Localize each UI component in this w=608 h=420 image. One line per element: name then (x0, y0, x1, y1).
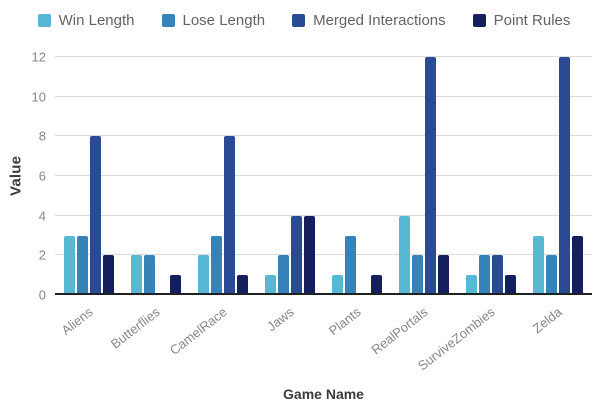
bar-realportals-merged-interactions[interactable] (425, 57, 437, 295)
legend-swatch-icon (37, 14, 51, 27)
bar-jaws-lose-length[interactable] (277, 255, 289, 295)
bar-zelda-win-length[interactable] (533, 235, 545, 295)
y-tick-label: 4 (38, 208, 46, 224)
bar-group-butterflies (122, 57, 189, 295)
bar-survivezombies-win-length[interactable] (466, 275, 478, 295)
y-tick-label: 2 (38, 247, 46, 263)
bar-camelrace-point-rules[interactable] (236, 275, 248, 295)
legend-swatch-icon (161, 14, 175, 27)
bar-group-survivezombies (458, 57, 525, 295)
bar-camelrace-win-length[interactable] (197, 255, 209, 295)
bar-aliens-lose-length[interactable] (76, 235, 88, 295)
bar-group-jaws (256, 57, 323, 295)
chart-legend: Win Length Lose Length Merged Interactions… (0, 12, 608, 29)
legend-item[interactable]: Point Rules (472, 12, 571, 29)
bar-butterflies-point-rules[interactable] (169, 275, 181, 295)
bar-survivezombies-lose-length[interactable] (479, 255, 491, 295)
bar-group-zelda (525, 57, 592, 295)
bar-realportals-lose-length[interactable] (412, 255, 424, 295)
bar-jaws-point-rules[interactable] (303, 215, 315, 295)
bar-jaws-merged-interactions[interactable] (290, 215, 302, 295)
bar-zelda-point-rules[interactable] (572, 235, 584, 295)
bar-zelda-merged-interactions[interactable] (559, 57, 571, 295)
gridline (55, 95, 592, 97)
legend-label: Point Rules (493, 12, 571, 29)
bar-camelrace-lose-length[interactable] (210, 235, 222, 295)
y-tick-label: 8 (38, 128, 46, 144)
bar-groups (55, 57, 592, 295)
x-axis-title: Game Name (283, 386, 364, 402)
bar-zelda-lose-length[interactable] (546, 255, 558, 295)
bar-plants-win-length[interactable] (332, 275, 344, 295)
bar-plants-lose-length[interactable] (345, 235, 357, 295)
bar-group-realportals (391, 57, 458, 295)
bar-butterflies-win-length[interactable] (130, 255, 142, 295)
gridline (55, 214, 592, 216)
plot-area (55, 56, 592, 295)
bar-realportals-point-rules[interactable] (438, 255, 450, 295)
gridline (55, 135, 592, 137)
legend-swatch-icon (472, 14, 486, 27)
bar-camelrace-merged-interactions[interactable] (223, 136, 235, 295)
y-tick-label: 0 (38, 287, 46, 303)
bar-aliens-point-rules[interactable] (102, 255, 114, 295)
bar-butterflies-lose-length[interactable] (143, 255, 155, 295)
y-tick-label: 12 (31, 49, 46, 65)
bar-group-aliens (55, 57, 122, 295)
bar-realportals-win-length[interactable] (399, 215, 411, 295)
gridline (55, 56, 592, 57)
x-axis-tick-labels: Aliens Butterflies CamelRace Jaws Plants Real… (55, 303, 592, 375)
x-tick-label-aliens: Aliens (58, 304, 96, 338)
gridline (55, 175, 592, 176)
bar-aliens-merged-interactions[interactable] (89, 136, 101, 295)
gridline (55, 254, 592, 256)
legend-swatch-icon (292, 14, 306, 27)
legend-label: Win Length (58, 12, 135, 29)
y-tick-label: 6 (38, 168, 46, 184)
bar-survivezombies-merged-interactions[interactable] (492, 255, 504, 295)
legend-item[interactable]: Win Length (37, 12, 135, 29)
bar-plants-point-rules[interactable] (371, 275, 383, 295)
y-axis-tick-labels: 0 2 4 6 8 10 12 (10, 51, 46, 302)
legend-item[interactable]: Lose Length (161, 12, 266, 29)
y-tick-label: 10 (31, 89, 46, 105)
bar-jaws-win-length[interactable] (264, 275, 276, 295)
x-axis-baseline (55, 293, 592, 295)
bar-aliens-win-length[interactable] (63, 235, 75, 295)
bar-group-camelrace (189, 57, 256, 295)
bar-group-plants (324, 57, 391, 295)
legend-label: Merged Interactions (313, 12, 446, 29)
legend-label: Lose Length (182, 12, 266, 29)
bar-survivezombies-point-rules[interactable] (505, 275, 517, 295)
legend-item[interactable]: Merged Interactions (292, 12, 446, 29)
